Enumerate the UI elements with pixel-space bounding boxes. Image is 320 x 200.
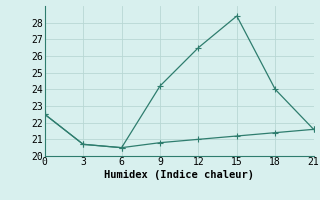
X-axis label: Humidex (Indice chaleur): Humidex (Indice chaleur) xyxy=(104,170,254,180)
